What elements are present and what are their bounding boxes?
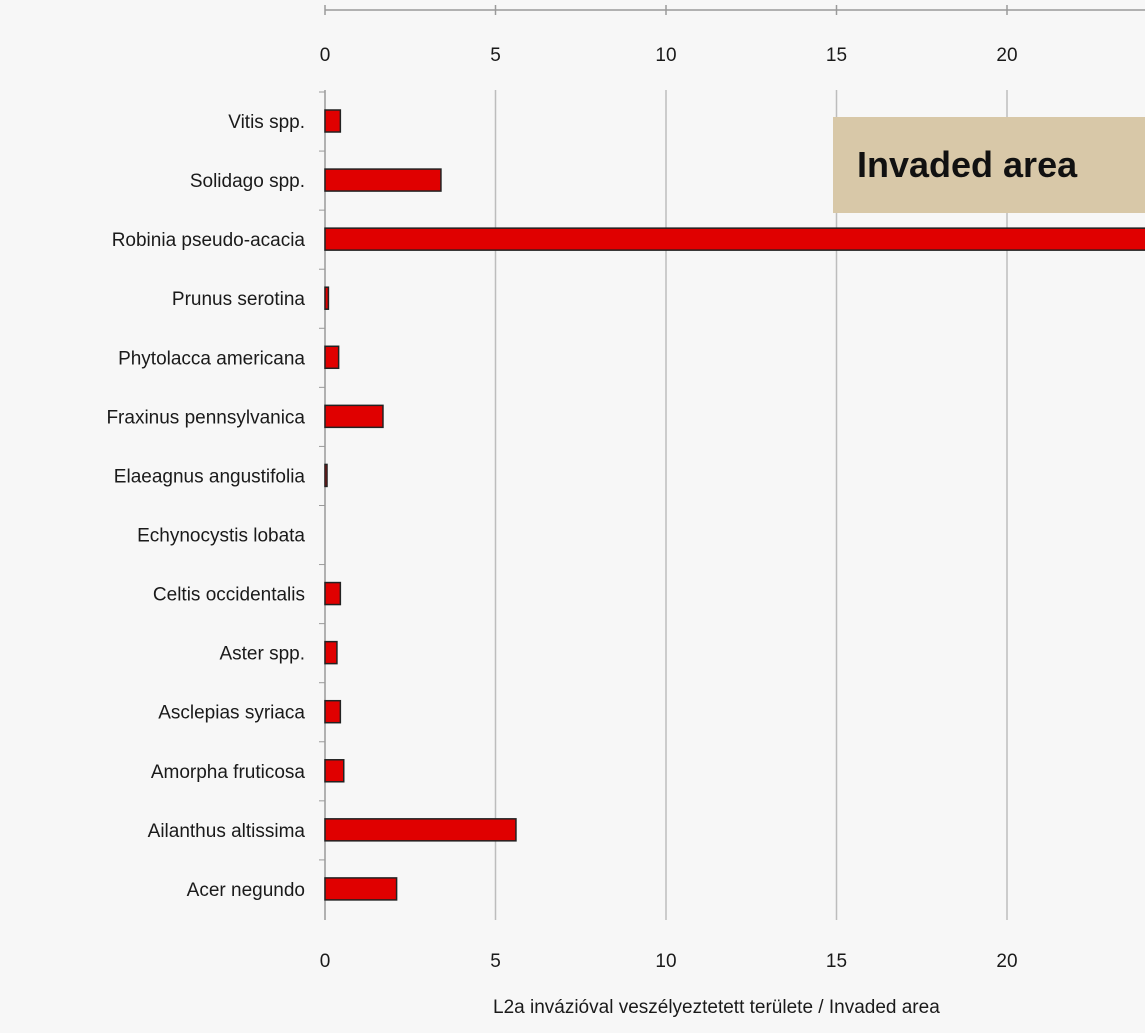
bar-acer-negundo: [324, 877, 398, 901]
category-labels: Vitis spp. Solidago spp. Robinia pseudo-ac…: [106, 112, 305, 901]
bottom-tick-label-10: 10: [655, 951, 676, 972]
overlay-label: Invaded area: [857, 144, 1078, 185]
bar-asclepias-syriaca: [324, 699, 342, 724]
bottom-tick-label-20: 20: [996, 951, 1017, 972]
top-tick-label-15: 15: [826, 45, 847, 66]
category-label-amorpha-fruticosa: Amorpha fruticosa: [151, 762, 306, 783]
category-label-robinia-pseudo-acacia: Robinia pseudo-acacia: [112, 230, 306, 251]
category-label-vitis-spp: Vitis spp.: [228, 112, 305, 133]
bottom-tick-label-5: 5: [490, 951, 501, 972]
overlay-label-box: Invaded area: [833, 117, 1145, 213]
category-label-acer-negundo: Acer negundo: [187, 880, 305, 901]
bars: [324, 109, 1145, 901]
top-tick-label-10: 10: [655, 45, 676, 66]
category-label-solidago-spp: Solidago spp.: [190, 171, 305, 192]
top-tick-label-20: 20: [996, 45, 1017, 66]
category-label-phytolacca-americana: Phytolacca americana: [118, 348, 305, 369]
category-label-asclepias-syriaca: Asclepias syriaca: [158, 703, 305, 724]
category-label-prunus-serotina: Prunus serotina: [172, 289, 306, 310]
bar-robinia-pseudo-acacia: [324, 227, 1145, 251]
category-label-aster-spp: Aster spp.: [219, 644, 305, 665]
bar-fraxinus-pennsylvanica: [324, 404, 384, 429]
tick-labels: 0 0 5 5 10 10 15 15 20 20: [320, 45, 1018, 972]
category-label-echynocystis-lobata: Echynocystis lobata: [137, 525, 305, 546]
bottom-tick-label-0: 0: [320, 951, 331, 972]
bar-elaeagnus-angustifolia: [324, 463, 328, 488]
bar-aster-spp: [324, 640, 338, 665]
bar-prunus-serotina: [324, 286, 330, 310]
bottom-tick-label-15: 15: [826, 951, 847, 972]
bar-amorpha-fruticosa: [324, 759, 345, 783]
x-axis-label: L2a invázióval veszélyeztetett területe …: [493, 997, 940, 1018]
category-label-celtis-occidentalis: Celtis occidentalis: [153, 585, 305, 606]
bar-solidago-spp: [324, 168, 442, 192]
grid: [494, 90, 1008, 920]
top-tick-label-5: 5: [490, 45, 501, 66]
bar-ailanthus-altissima: [324, 818, 517, 842]
bar-phytolacca-americana: [324, 345, 340, 370]
top-tick-label-0: 0: [320, 45, 331, 66]
category-label-elaeagnus-angustifolia: Elaeagnus angustifolia: [114, 466, 306, 487]
bar-celtis-occidentalis: [324, 581, 342, 606]
category-label-ailanthus-altissima: Ailanthus altissima: [148, 821, 306, 842]
bar-vitis-spp: [324, 109, 342, 133]
category-label-fraxinus-pennsylvanica: Fraxinus pennsylvanica: [106, 407, 305, 428]
